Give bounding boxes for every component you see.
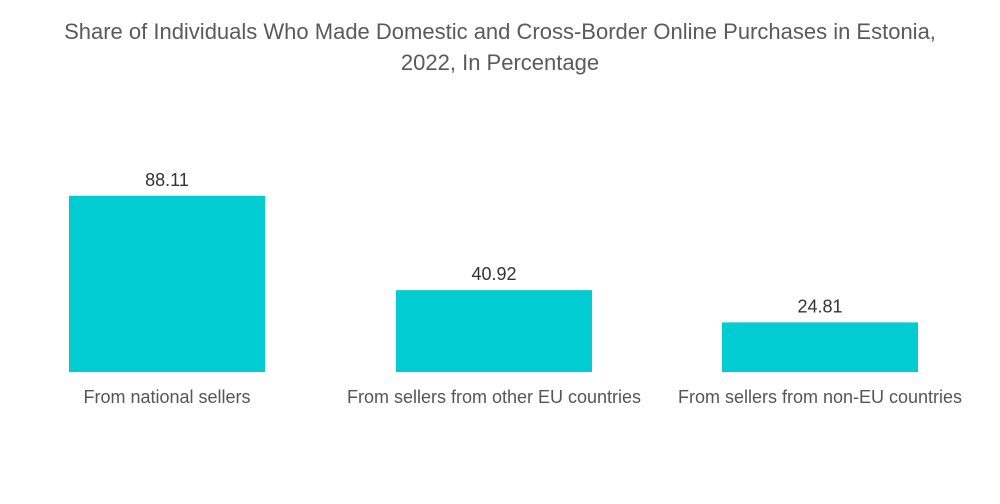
category-label-1: From national sellers (83, 387, 250, 407)
category-labels-group: From national sellers From sellers from o… (83, 387, 962, 407)
chart-title-line-2: 2022, In Percentage (400, 50, 600, 75)
value-label-3: 24.81 (797, 296, 842, 316)
value-label-1: 88.11 (145, 170, 189, 190)
value-label-2: 40.92 (471, 264, 516, 284)
bar-3 (722, 322, 918, 372)
category-label-2: From sellers from other EU countries (347, 387, 641, 407)
bars-group (69, 195, 918, 372)
category-label-3: From sellers from non-EU countries (678, 387, 962, 407)
bar-1 (69, 195, 265, 372)
chart-title-line-1: Share of Individuals Who Made Domestic a… (64, 19, 936, 44)
chart-title: Share of Individuals Who Made Domestic a… (0, 16, 1000, 78)
value-labels-group: 88.11 40.92 24.81 (145, 170, 842, 317)
bar-2 (396, 290, 592, 372)
